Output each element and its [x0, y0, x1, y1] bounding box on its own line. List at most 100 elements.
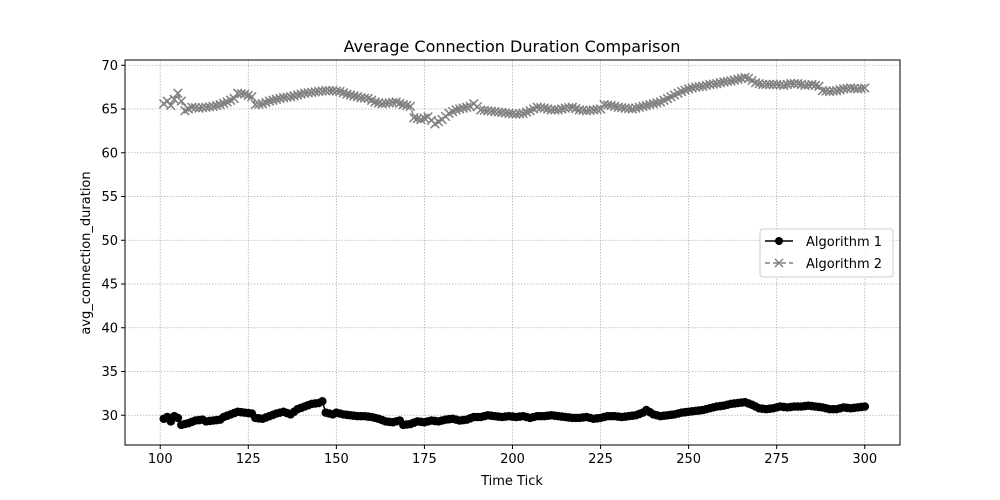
data-point: [264, 96, 275, 106]
data-point: [810, 80, 821, 91]
data-point: [236, 88, 247, 99]
x-axis-label: Time Tick: [480, 474, 543, 489]
data-point: [292, 90, 303, 100]
data-point: [405, 101, 416, 112]
data-point: [539, 103, 550, 113]
data-point: [246, 91, 257, 102]
series-1: [159, 396, 870, 430]
data-point: [578, 105, 588, 116]
data-point: [641, 100, 652, 111]
x-tick-label: 225: [588, 452, 613, 467]
data-point: [652, 98, 662, 108]
data-point: [320, 85, 331, 96]
data-point: [546, 105, 557, 115]
data-point: [254, 99, 264, 110]
x-tick-label: 200: [500, 452, 525, 467]
data-point: [831, 85, 842, 96]
data-point: [169, 94, 180, 105]
data-point: [683, 84, 694, 94]
data-point: [733, 74, 743, 85]
data-point: [342, 89, 352, 99]
y-axis-ticks: 30 35 40 45 50 55 60 65 70: [101, 59, 125, 424]
data-point: [645, 99, 655, 110]
data-point: [757, 79, 768, 90]
data-point: [849, 83, 860, 94]
data-point: [860, 402, 870, 411]
x-tick-label: 150: [324, 452, 349, 467]
y-tick-label: 35: [101, 365, 118, 380]
x-tick-label: 125: [236, 452, 261, 467]
y-tick-label: 55: [101, 190, 118, 205]
data-point: [507, 108, 518, 119]
chart-title: Average Connection Duration Comparison: [344, 37, 681, 56]
x-tick-label: 275: [764, 452, 789, 467]
y-tick-label: 60: [101, 146, 118, 161]
y-tick-label: 30: [101, 409, 118, 424]
x-tick-label: 175: [412, 452, 437, 467]
data-point: [726, 76, 736, 86]
data-point: [785, 78, 796, 89]
data-point: [190, 102, 201, 113]
data-point: [409, 112, 419, 123]
x-tick-label: 300: [852, 452, 877, 467]
data-point: [359, 93, 370, 103]
data-point: [165, 100, 176, 111]
data-point: [793, 78, 803, 89]
series-2: [158, 72, 870, 129]
data-point: [401, 100, 412, 111]
data-point: [627, 104, 638, 114]
data-point: [778, 80, 789, 91]
data-point: [807, 79, 817, 90]
data-point: [208, 101, 218, 112]
data-point: [859, 83, 870, 93]
data-point: [821, 86, 831, 96]
data-point: [764, 79, 775, 90]
x-tick-label: 250: [676, 452, 701, 467]
data-point: [271, 94, 282, 105]
x-tick-label: 100: [148, 452, 173, 467]
data-point: [638, 101, 648, 112]
data-point: [173, 88, 183, 99]
data-point: [451, 105, 461, 115]
data-point: [740, 72, 750, 83]
legend-marker-algorithm-2: [774, 258, 784, 268]
data-point: [634, 102, 645, 113]
legend-label-algorithm-2: Algorithm 2: [806, 257, 882, 272]
data-point: [398, 99, 409, 110]
data-point: [211, 100, 222, 111]
data-point: [461, 102, 472, 113]
y-tick-label: 45: [101, 278, 118, 293]
data-point: [842, 83, 852, 94]
data-point: [711, 78, 722, 89]
legend-marker-algorithm-1: [775, 237, 783, 245]
y-tick-label: 65: [101, 103, 118, 118]
data-point: [317, 396, 327, 406]
y-tick-label: 70: [101, 59, 118, 74]
data-point: [454, 104, 465, 114]
y-tick-label: 50: [101, 234, 118, 249]
data-point: [173, 413, 183, 423]
data-point: [285, 91, 296, 102]
data-point: [349, 91, 359, 101]
y-tick-label: 40: [101, 321, 118, 336]
data-point: [514, 108, 525, 119]
data-point: [331, 86, 342, 96]
data-point: [856, 83, 867, 94]
legend: Algorithm 1 Algorithm 2: [759, 228, 894, 278]
data-point: [370, 97, 380, 107]
x-axis-ticks: 100 125 150 175 200 225 250 275 300: [148, 445, 877, 467]
data-point: [289, 91, 299, 101]
data-point: [268, 95, 278, 106]
data-point: [630, 103, 641, 113]
data-point: [606, 100, 616, 111]
data-point: [736, 73, 747, 84]
data-point: [345, 90, 356, 100]
series-layer: [158, 72, 870, 430]
data-point: [648, 98, 659, 109]
data-point: [553, 105, 564, 115]
data-point: [229, 93, 240, 104]
data-point: [458, 103, 469, 113]
data-point: [761, 79, 771, 90]
data-point: [176, 96, 187, 106]
